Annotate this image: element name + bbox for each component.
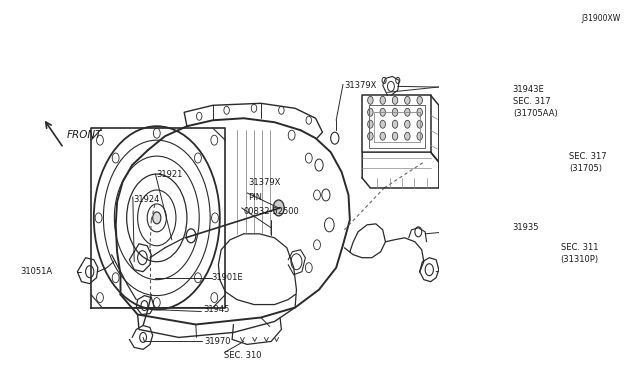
Text: 31970: 31970 bbox=[205, 337, 231, 346]
Circle shape bbox=[417, 120, 422, 128]
Circle shape bbox=[367, 132, 373, 140]
Text: 31921: 31921 bbox=[157, 170, 183, 179]
Circle shape bbox=[417, 96, 422, 104]
Text: (31705AA): (31705AA) bbox=[513, 109, 557, 118]
Circle shape bbox=[380, 96, 385, 104]
Circle shape bbox=[367, 96, 373, 104]
Text: 31051A: 31051A bbox=[20, 267, 52, 276]
Text: 31901E: 31901E bbox=[212, 273, 243, 282]
Text: (31310P): (31310P) bbox=[561, 255, 599, 264]
Circle shape bbox=[367, 120, 373, 128]
Text: PIN: PIN bbox=[248, 193, 262, 202]
Text: 31945: 31945 bbox=[204, 305, 230, 314]
Text: SEC. 311: SEC. 311 bbox=[561, 243, 598, 252]
Circle shape bbox=[392, 108, 398, 116]
Circle shape bbox=[404, 120, 410, 128]
Circle shape bbox=[380, 120, 385, 128]
Text: J31900XW: J31900XW bbox=[581, 14, 621, 23]
Circle shape bbox=[367, 108, 373, 116]
Text: SEC. 317: SEC. 317 bbox=[569, 152, 607, 161]
Text: SEC. 310: SEC. 310 bbox=[224, 351, 261, 360]
Circle shape bbox=[392, 96, 398, 104]
Text: SEC. 317: SEC. 317 bbox=[513, 97, 550, 106]
Text: FRONT: FRONT bbox=[67, 130, 102, 140]
Text: 31379X: 31379X bbox=[248, 177, 281, 186]
Circle shape bbox=[153, 212, 161, 224]
Circle shape bbox=[392, 120, 398, 128]
Text: 31943E: 31943E bbox=[513, 85, 545, 94]
Text: (31705): (31705) bbox=[569, 164, 602, 173]
Text: 31935: 31935 bbox=[513, 223, 540, 232]
Text: 31924: 31924 bbox=[133, 195, 159, 205]
Circle shape bbox=[273, 200, 284, 216]
Circle shape bbox=[417, 108, 422, 116]
Circle shape bbox=[404, 96, 410, 104]
Circle shape bbox=[380, 132, 385, 140]
Text: 00832-52500: 00832-52500 bbox=[244, 208, 300, 217]
Circle shape bbox=[380, 108, 385, 116]
Circle shape bbox=[404, 132, 410, 140]
Circle shape bbox=[392, 132, 398, 140]
Text: 31379X: 31379X bbox=[344, 81, 377, 90]
Circle shape bbox=[404, 108, 410, 116]
Circle shape bbox=[417, 132, 422, 140]
